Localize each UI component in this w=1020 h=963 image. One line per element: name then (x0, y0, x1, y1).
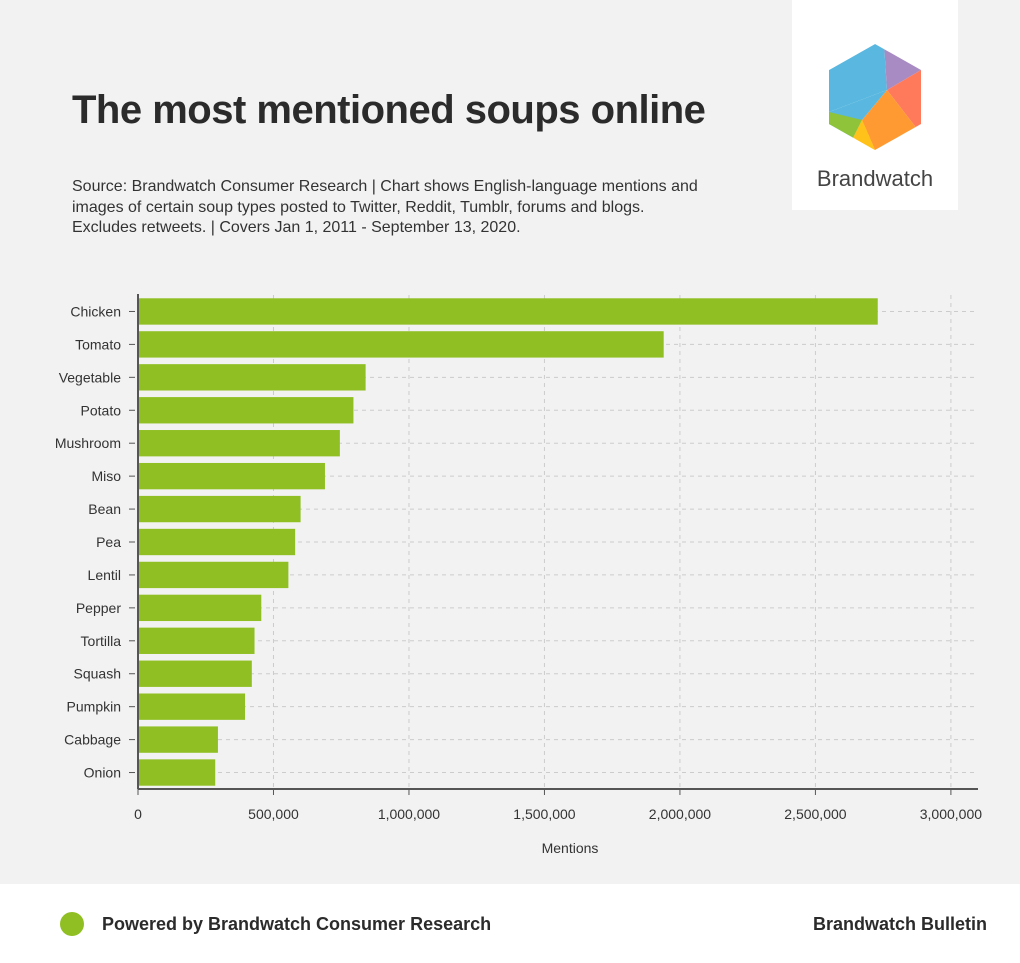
bar-miso (138, 462, 325, 490)
bar-onion (138, 759, 216, 786)
chart-subtitle: Source: Brandwatch Consumer Research | C… (72, 178, 698, 236)
chart-title: The most mentioned soups online (72, 88, 706, 132)
bar-pepper (138, 594, 262, 622)
brandwatch-logo-text: Brandwatch (816, 166, 934, 191)
bar-vegetable (138, 364, 366, 391)
bar-pea (138, 528, 296, 556)
x-tick-label: 1,000,000 (378, 806, 440, 822)
bar-potato (138, 397, 354, 424)
y-tick-label: Lentil (88, 567, 121, 583)
bar-chicken (138, 298, 878, 325)
footer: Powered by Brandwatch Consumer Research … (0, 884, 1020, 963)
y-tick-label: Tortilla (81, 633, 122, 649)
y-tick-label: Pea (96, 534, 121, 550)
x-tick-label: 2,000,000 (649, 806, 711, 822)
bar-lentil (138, 561, 289, 589)
green-dot-icon (60, 912, 84, 936)
y-tick-label: Pumpkin (67, 699, 121, 715)
y-tick-label: Potato (81, 402, 122, 418)
brandwatch-logo-card: Brandwatch (792, 0, 958, 210)
y-tick-label: Cabbage (64, 732, 121, 748)
bar-squash (138, 660, 252, 687)
y-tick-label: Chicken (70, 303, 121, 319)
y-tick-label: Pepper (76, 600, 121, 616)
y-tick-label: Bean (88, 501, 121, 517)
bar-tortilla (138, 627, 255, 654)
y-tick-label: Tomato (75, 336, 121, 352)
brandwatch-hexagon-logo-icon (829, 44, 921, 150)
bar-mushroom (138, 430, 340, 457)
bar-pumpkin (138, 693, 246, 720)
x-tick-label: 0 (134, 806, 142, 822)
y-tick-label: Onion (84, 765, 121, 781)
bar-chart: Chicken Tomato Vegetable Potato Mushroom Miso… (55, 294, 982, 856)
x-tick-label: 2,500,000 (784, 806, 846, 822)
x-tick-label: 500,000 (248, 806, 299, 822)
y-tick-label: Mushroom (55, 435, 121, 451)
x-tick-label: 1,500,000 (513, 806, 575, 822)
y-tick-label: Vegetable (59, 369, 121, 385)
bar-bean (138, 495, 301, 523)
x-tick-label: 3,000,000 (920, 806, 982, 822)
bar-cabbage (138, 726, 218, 753)
bar-tomato (138, 331, 664, 358)
x-axis-title: Mentions (542, 840, 599, 856)
footer-brand[interactable]: Brandwatch Bulletin (812, 914, 987, 934)
footer-powered-by: Powered by Brandwatch Consumer Research (102, 914, 492, 934)
y-tick-label: Squash (74, 666, 121, 682)
y-tick-label: Miso (91, 468, 121, 484)
